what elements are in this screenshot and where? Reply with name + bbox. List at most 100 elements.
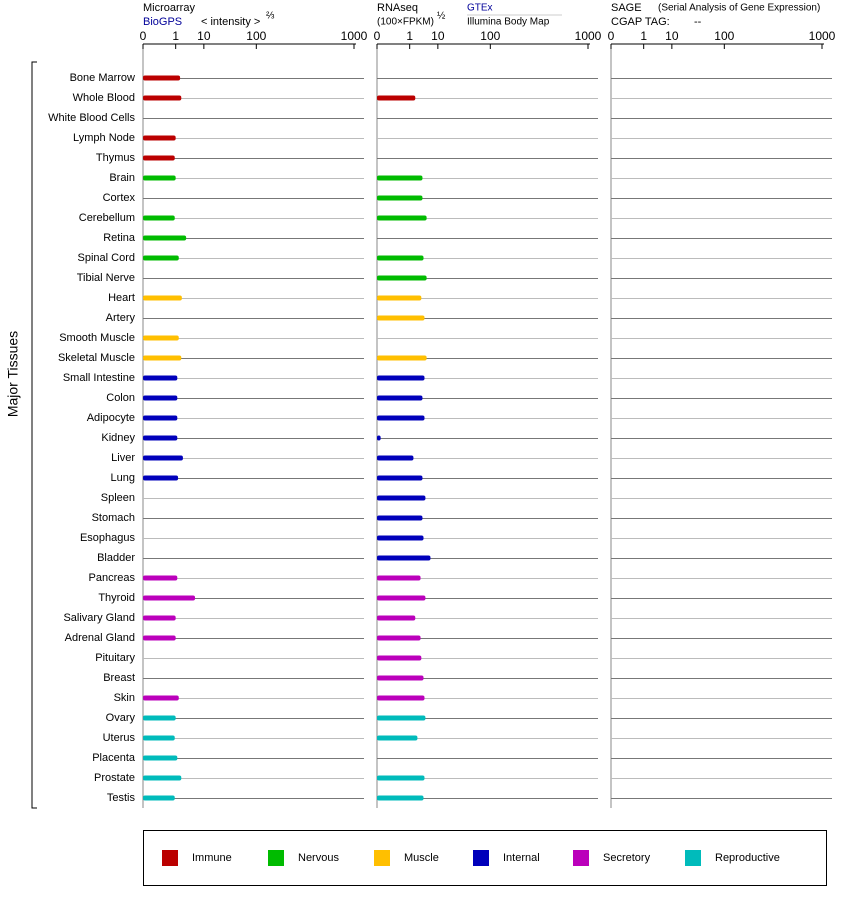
category-label: White Blood Cells	[48, 112, 135, 124]
legend-label: Reproductive	[715, 852, 780, 864]
bar	[143, 435, 178, 441]
bar	[377, 475, 423, 481]
category-label: Thyroid	[98, 592, 135, 604]
legend-swatch	[685, 850, 701, 866]
bar	[377, 595, 426, 601]
bar	[143, 295, 182, 301]
category-label: Uterus	[103, 732, 136, 744]
bar	[377, 715, 426, 721]
bar	[377, 675, 424, 681]
bar	[143, 575, 178, 581]
bar	[143, 695, 179, 701]
legend-label: Muscle	[404, 852, 439, 864]
category-label: Kidney	[101, 432, 135, 444]
bar	[377, 175, 423, 181]
bar	[143, 255, 179, 261]
legend-label: Internal	[503, 852, 540, 864]
bar	[143, 715, 176, 721]
bar	[377, 355, 427, 361]
bar	[143, 375, 178, 381]
category-label: Colon	[106, 392, 135, 404]
bar	[377, 375, 425, 381]
x-tick-label: 100	[246, 29, 266, 43]
x-tick-label: 1	[640, 29, 647, 43]
y-axis-label: Major Tissues	[5, 331, 21, 417]
panel-unit: (100×FPKM)	[377, 17, 434, 28]
bar	[377, 395, 423, 401]
bar	[143, 175, 176, 181]
category-label: Whole Blood	[73, 92, 135, 104]
category-label: Adrenal Gland	[65, 632, 135, 644]
x-tick-label: 100	[480, 29, 500, 43]
bar	[143, 475, 179, 481]
bar	[377, 775, 425, 781]
category-label: Breast	[103, 672, 135, 684]
bar	[143, 235, 187, 241]
legend-swatch	[268, 850, 284, 866]
x-tick-label: 1000	[809, 29, 836, 43]
category-label: Heart	[108, 292, 135, 304]
bar	[377, 695, 425, 701]
category-label: Liver	[111, 452, 135, 464]
bar	[377, 795, 424, 801]
bar	[377, 515, 423, 521]
category-label: Cortex	[103, 192, 136, 204]
bar	[143, 415, 178, 421]
x-tick-label: 100	[714, 29, 734, 43]
panel-tag: --	[694, 16, 702, 28]
bracket	[31, 61, 37, 809]
bar	[377, 415, 425, 421]
panel-source: Illumina Body Map	[467, 17, 550, 28]
category-label: Cerebellum	[79, 212, 135, 224]
bar	[143, 735, 175, 741]
bar	[143, 755, 178, 761]
category-label: Tibial Nerve	[77, 272, 135, 284]
category-label: Skin	[114, 692, 135, 704]
panel-title: SAGE	[611, 2, 642, 14]
bar	[143, 215, 175, 221]
category-label: Adipocyte	[87, 412, 135, 424]
bar	[377, 455, 414, 461]
bar	[143, 595, 196, 601]
category-label: Salivary Gland	[63, 612, 135, 624]
x-tick-label: 0	[140, 29, 147, 43]
x-tick-label: 1000	[341, 29, 368, 43]
bar	[377, 315, 425, 321]
legend-label: Secretory	[603, 852, 651, 864]
category-label: Esophagus	[80, 532, 136, 544]
bar	[377, 575, 421, 581]
panel-unit: < intensity >	[201, 16, 260, 28]
bar	[377, 295, 422, 301]
category-label: Lung	[111, 472, 135, 484]
bar	[143, 455, 183, 461]
bar	[143, 395, 178, 401]
category-label: Lymph Node	[73, 132, 135, 144]
category-label: Pituitary	[95, 652, 135, 664]
panel-tag-label: CGAP TAG:	[611, 16, 670, 28]
bar	[143, 615, 176, 621]
bar	[377, 655, 422, 661]
x-tick-label: 1000	[575, 29, 602, 43]
category-label: Placenta	[92, 752, 136, 764]
bar	[143, 75, 181, 81]
category-label: Bladder	[97, 552, 135, 564]
panel-unit-exp: ½	[437, 11, 446, 22]
bar	[143, 155, 175, 161]
bar	[377, 735, 418, 741]
bar	[143, 135, 176, 141]
bar	[143, 775, 182, 781]
category-label: Spleen	[101, 492, 135, 504]
category-label: Prostate	[94, 772, 135, 784]
bar	[143, 335, 179, 341]
x-tick-label: 10	[431, 29, 445, 43]
bar	[377, 435, 381, 441]
bar	[143, 635, 176, 641]
category-label: Small Intestine	[63, 372, 135, 384]
legend-box	[143, 830, 827, 886]
category-label: Thymus	[96, 152, 136, 164]
legend-swatch	[374, 850, 390, 866]
x-tick-label: 1	[172, 29, 179, 43]
bar	[377, 95, 416, 101]
panel-source: BioGPS	[143, 16, 182, 28]
